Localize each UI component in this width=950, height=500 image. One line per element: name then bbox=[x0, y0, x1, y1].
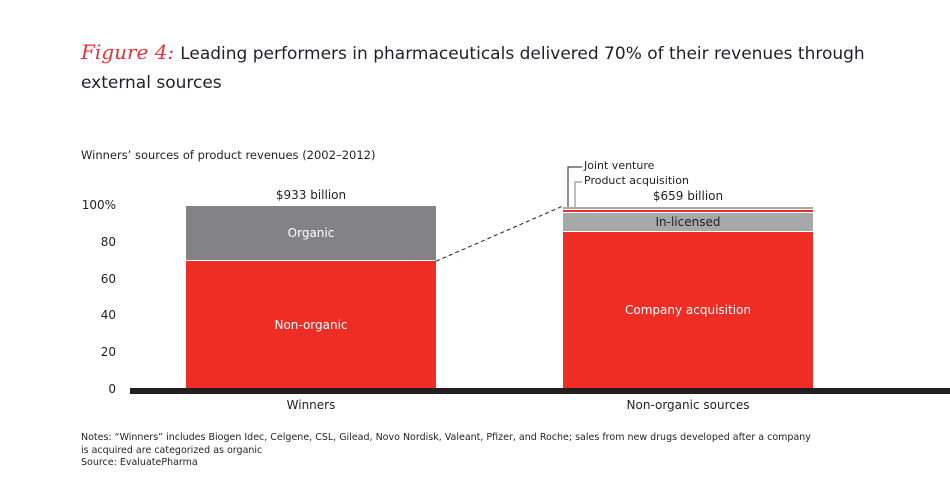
notes-line: Notes: “Winners” includes Biogen Idec, C… bbox=[81, 432, 811, 443]
bar-segment-non-organic bbox=[186, 261, 436, 390]
bar-segment-organic bbox=[186, 206, 436, 262]
figure-title: Figure 4: Leading performers in pharmaceu… bbox=[81, 38, 901, 98]
bar-segment-in-licensed bbox=[563, 213, 813, 232]
segment-label: Company acquisition bbox=[625, 302, 751, 317]
segment-label: Organic bbox=[287, 225, 335, 240]
x-tick-label: Winners bbox=[286, 398, 336, 412]
annotation-product-acquisition: Product acquisition bbox=[584, 174, 689, 187]
x-tick-label: Non-organic sources bbox=[626, 398, 750, 412]
notes: Notes: “Winners” includes Biogen Idec, C… bbox=[81, 432, 881, 470]
figure-label: Figure 4: bbox=[81, 40, 175, 64]
bar-segment-product-acquisition bbox=[563, 209, 813, 214]
y-tick-label: 0 bbox=[108, 382, 116, 396]
figure-title-text: Leading performers in pharmaceuticals de… bbox=[81, 44, 865, 93]
notes-line: is acquired are categorized as organic bbox=[81, 444, 263, 456]
y-tick-label: 40 bbox=[100, 308, 116, 323]
segment-label: Non-organic bbox=[274, 317, 348, 332]
chart-subtitle: Winners’ sources of product revenues (20… bbox=[81, 148, 376, 162]
x-axis-baseline bbox=[130, 388, 950, 394]
bar-segment-joint-venture bbox=[563, 206, 813, 210]
bar-total-label: $659 billion bbox=[652, 188, 724, 203]
annotation-joint-venture: Joint venture bbox=[584, 159, 655, 172]
leader-line-product-acquisition bbox=[574, 181, 582, 211]
leader-line-joint-venture bbox=[567, 166, 582, 208]
source-line: Source: EvaluatePharma bbox=[81, 457, 198, 468]
dashed-connector bbox=[435, 205, 564, 262]
bar-total-label: $933 billion bbox=[275, 188, 347, 202]
segment-label: In-licensed bbox=[655, 214, 721, 229]
y-tick-label: 80 bbox=[100, 234, 116, 249]
y-tick-label: 100% bbox=[81, 198, 116, 212]
y-tick-label: 60 bbox=[100, 271, 116, 286]
y-tick-label: 20 bbox=[100, 345, 116, 360]
bar-segment-company-acquisition bbox=[563, 231, 813, 390]
